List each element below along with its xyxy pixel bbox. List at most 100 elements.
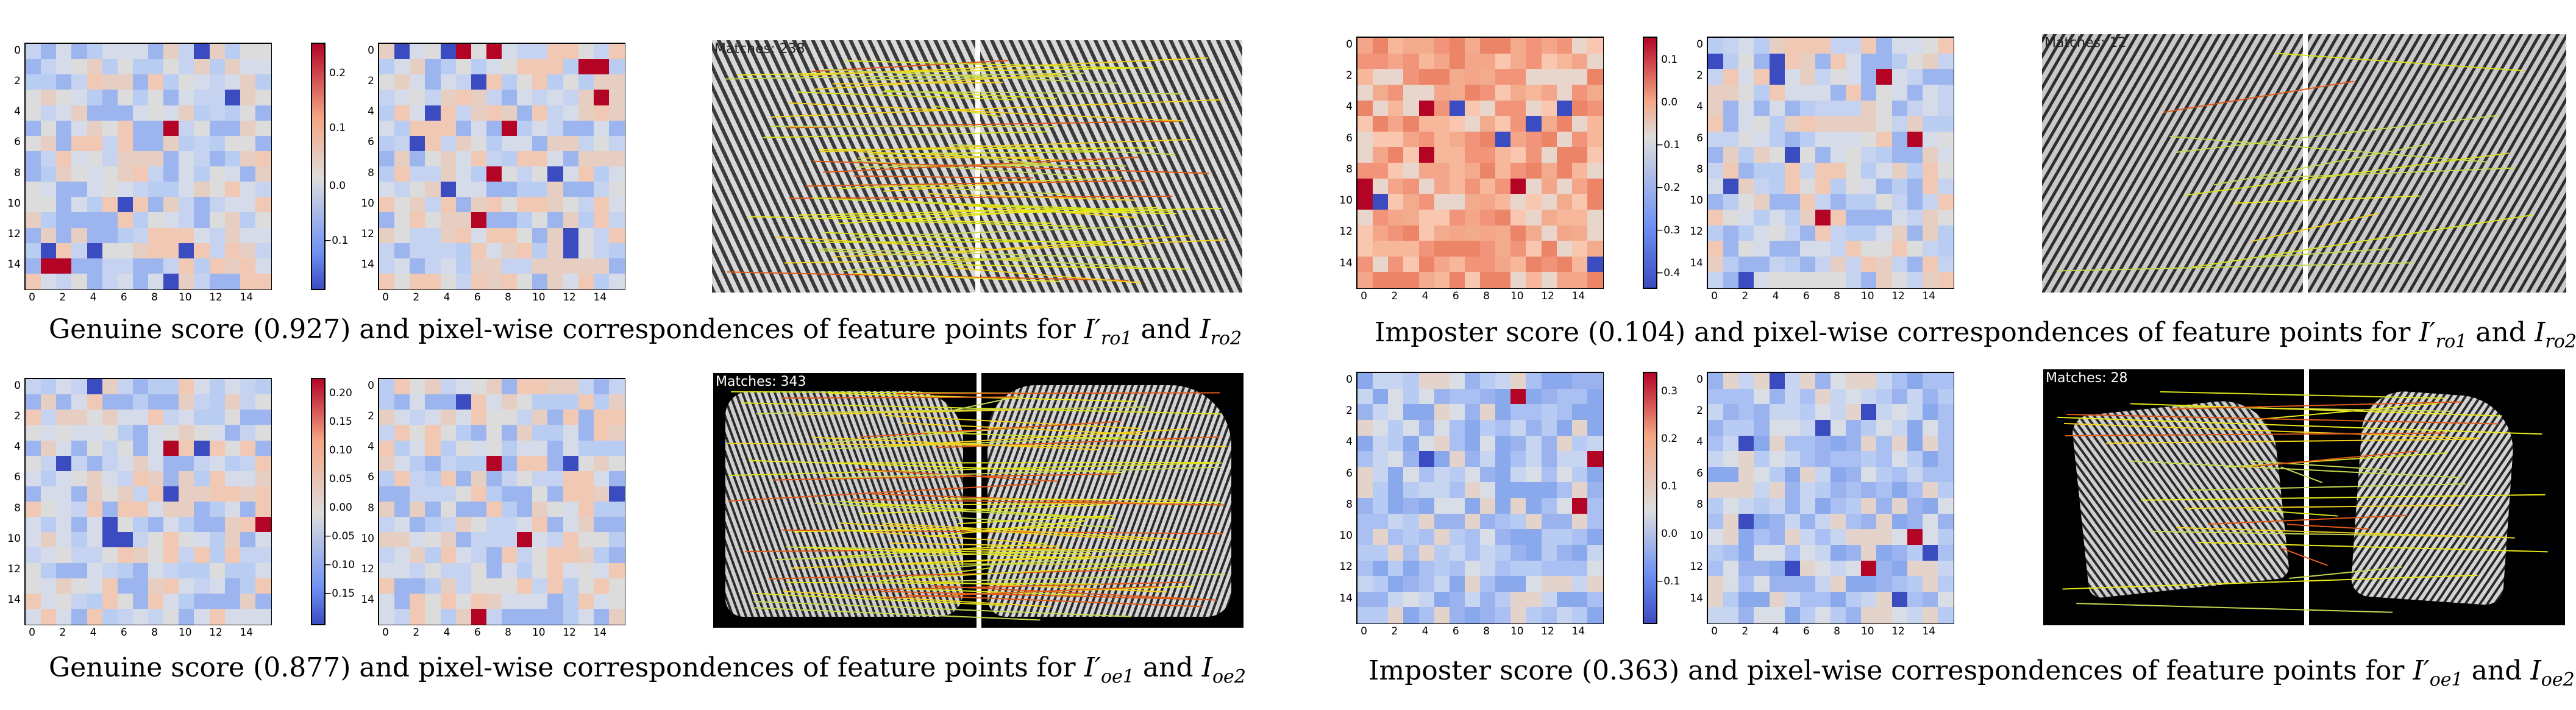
heatmap-cell [26, 135, 41, 152]
x-tick-label: 0 [1361, 290, 1367, 302]
heatmap-cell [502, 425, 518, 441]
heatmap-cell [532, 74, 548, 90]
heatmap-cell [1541, 131, 1557, 147]
heatmap-cell [1831, 178, 1846, 194]
heatmap-cell [194, 151, 210, 167]
heatmap-cell [1891, 388, 1908, 405]
heatmap-cell [502, 410, 518, 425]
heatmap-cell [1708, 53, 1724, 69]
heatmap-cell [1495, 131, 1511, 147]
heatmap-cell [87, 563, 103, 579]
heatmap-cell [1907, 576, 1923, 592]
y-tick-label: 14 [1690, 592, 1703, 605]
heatmap-cell [1784, 100, 1801, 116]
heatmap-cell [1556, 84, 1573, 101]
heatmap-cell [1526, 241, 1542, 257]
match-line [2213, 143, 2431, 186]
match-line [773, 473, 1117, 481]
heatmap-cell [1846, 560, 1862, 577]
match-line [890, 542, 1060, 547]
heatmap-cell [1541, 256, 1557, 272]
heatmap-cell [1418, 178, 1435, 194]
heatmap-cell [255, 470, 271, 487]
heatmap-cell [1937, 241, 1954, 257]
heatmap-cell [578, 593, 594, 609]
heatmap-cell [179, 258, 194, 274]
x-tick-label: 6 [120, 627, 127, 639]
heatmap-cell [1861, 591, 1877, 608]
heatmap-cell [1434, 544, 1450, 561]
heatmap-cell [440, 166, 457, 182]
heatmap-cell [394, 502, 410, 517]
heatmap-cell [517, 547, 533, 563]
heatmap-cell [532, 394, 548, 410]
heatmap-b [1707, 37, 1954, 289]
heatmap-cell [179, 90, 194, 105]
heatmap-cell [1495, 225, 1511, 241]
heatmap-cell [486, 258, 502, 274]
heatmap-cell [1876, 147, 1892, 163]
heatmap-cell [394, 379, 410, 395]
heatmap-cell [1907, 194, 1923, 210]
heatmap-cell [1510, 404, 1526, 421]
heatmap-cell [194, 440, 210, 456]
match-line [828, 207, 1222, 218]
heatmap-cell [593, 59, 610, 75]
heatmap-cell [1510, 482, 1526, 499]
x-tick-label: 8 [151, 627, 158, 639]
x-tick-label: 4 [443, 627, 450, 639]
heatmap-cell [1357, 116, 1373, 132]
heatmap-cell [1738, 482, 1754, 499]
match-line [824, 68, 1117, 84]
heatmap-cell [486, 105, 502, 121]
heatmap-cell [1831, 53, 1846, 69]
heatmap-cell [1556, 576, 1573, 592]
heatmap-cell [1587, 576, 1603, 592]
heatmap-cell [1464, 419, 1481, 436]
heatmap-cell [1708, 591, 1724, 608]
heatmap-cell [517, 470, 533, 487]
heatmap-cell [1937, 69, 1954, 85]
x-tick-label: 2 [1391, 625, 1398, 637]
heatmap-cell [255, 273, 271, 289]
heatmap-cell [1723, 272, 1739, 288]
heatmap-cell [379, 273, 395, 289]
heatmap-cell [563, 273, 579, 289]
heatmap-cell [1784, 435, 1801, 452]
heatmap-cell [1891, 178, 1908, 194]
heatmap-cell [455, 608, 472, 625]
heatmap-cell [410, 410, 425, 425]
heatmap-cell [1891, 576, 1908, 592]
heatmap-cell [1495, 194, 1511, 210]
heatmap-cell [1449, 225, 1465, 241]
heatmap-cell [163, 517, 179, 533]
heatmap-cell [255, 455, 271, 472]
x-tick-label: 2 [413, 291, 420, 304]
heatmap-cell [517, 212, 533, 228]
heatmap-cell [148, 44, 164, 60]
heatmap-cell [517, 593, 533, 609]
heatmap-cell [1403, 591, 1419, 608]
heatmap-cell [1418, 513, 1435, 530]
heatmap-cell [1357, 498, 1373, 514]
match-line [2247, 508, 2338, 517]
heatmap-cell [1754, 435, 1770, 452]
heatmap-cell [1388, 147, 1404, 163]
heatmap-cell [1495, 241, 1511, 257]
heatmap-cell [608, 90, 625, 105]
heatmap-cell [26, 120, 41, 137]
heatmap-cell [1480, 84, 1496, 101]
heatmap-cell [1541, 529, 1557, 545]
heatmap-cell [194, 59, 210, 75]
heatmap-cell [1571, 373, 1588, 389]
heatmap-cell [1846, 513, 1862, 530]
heatmap-cell [1723, 388, 1739, 405]
heatmap-cell [1495, 419, 1511, 436]
heatmap-cell [1708, 209, 1724, 225]
heatmap-cell [608, 440, 625, 456]
heatmap-cell [1510, 466, 1526, 483]
heatmap-cell [56, 59, 72, 75]
heatmap-cell [1388, 84, 1404, 101]
y-tick-label: 6 [368, 136, 374, 149]
heatmap-cell [1587, 404, 1603, 421]
